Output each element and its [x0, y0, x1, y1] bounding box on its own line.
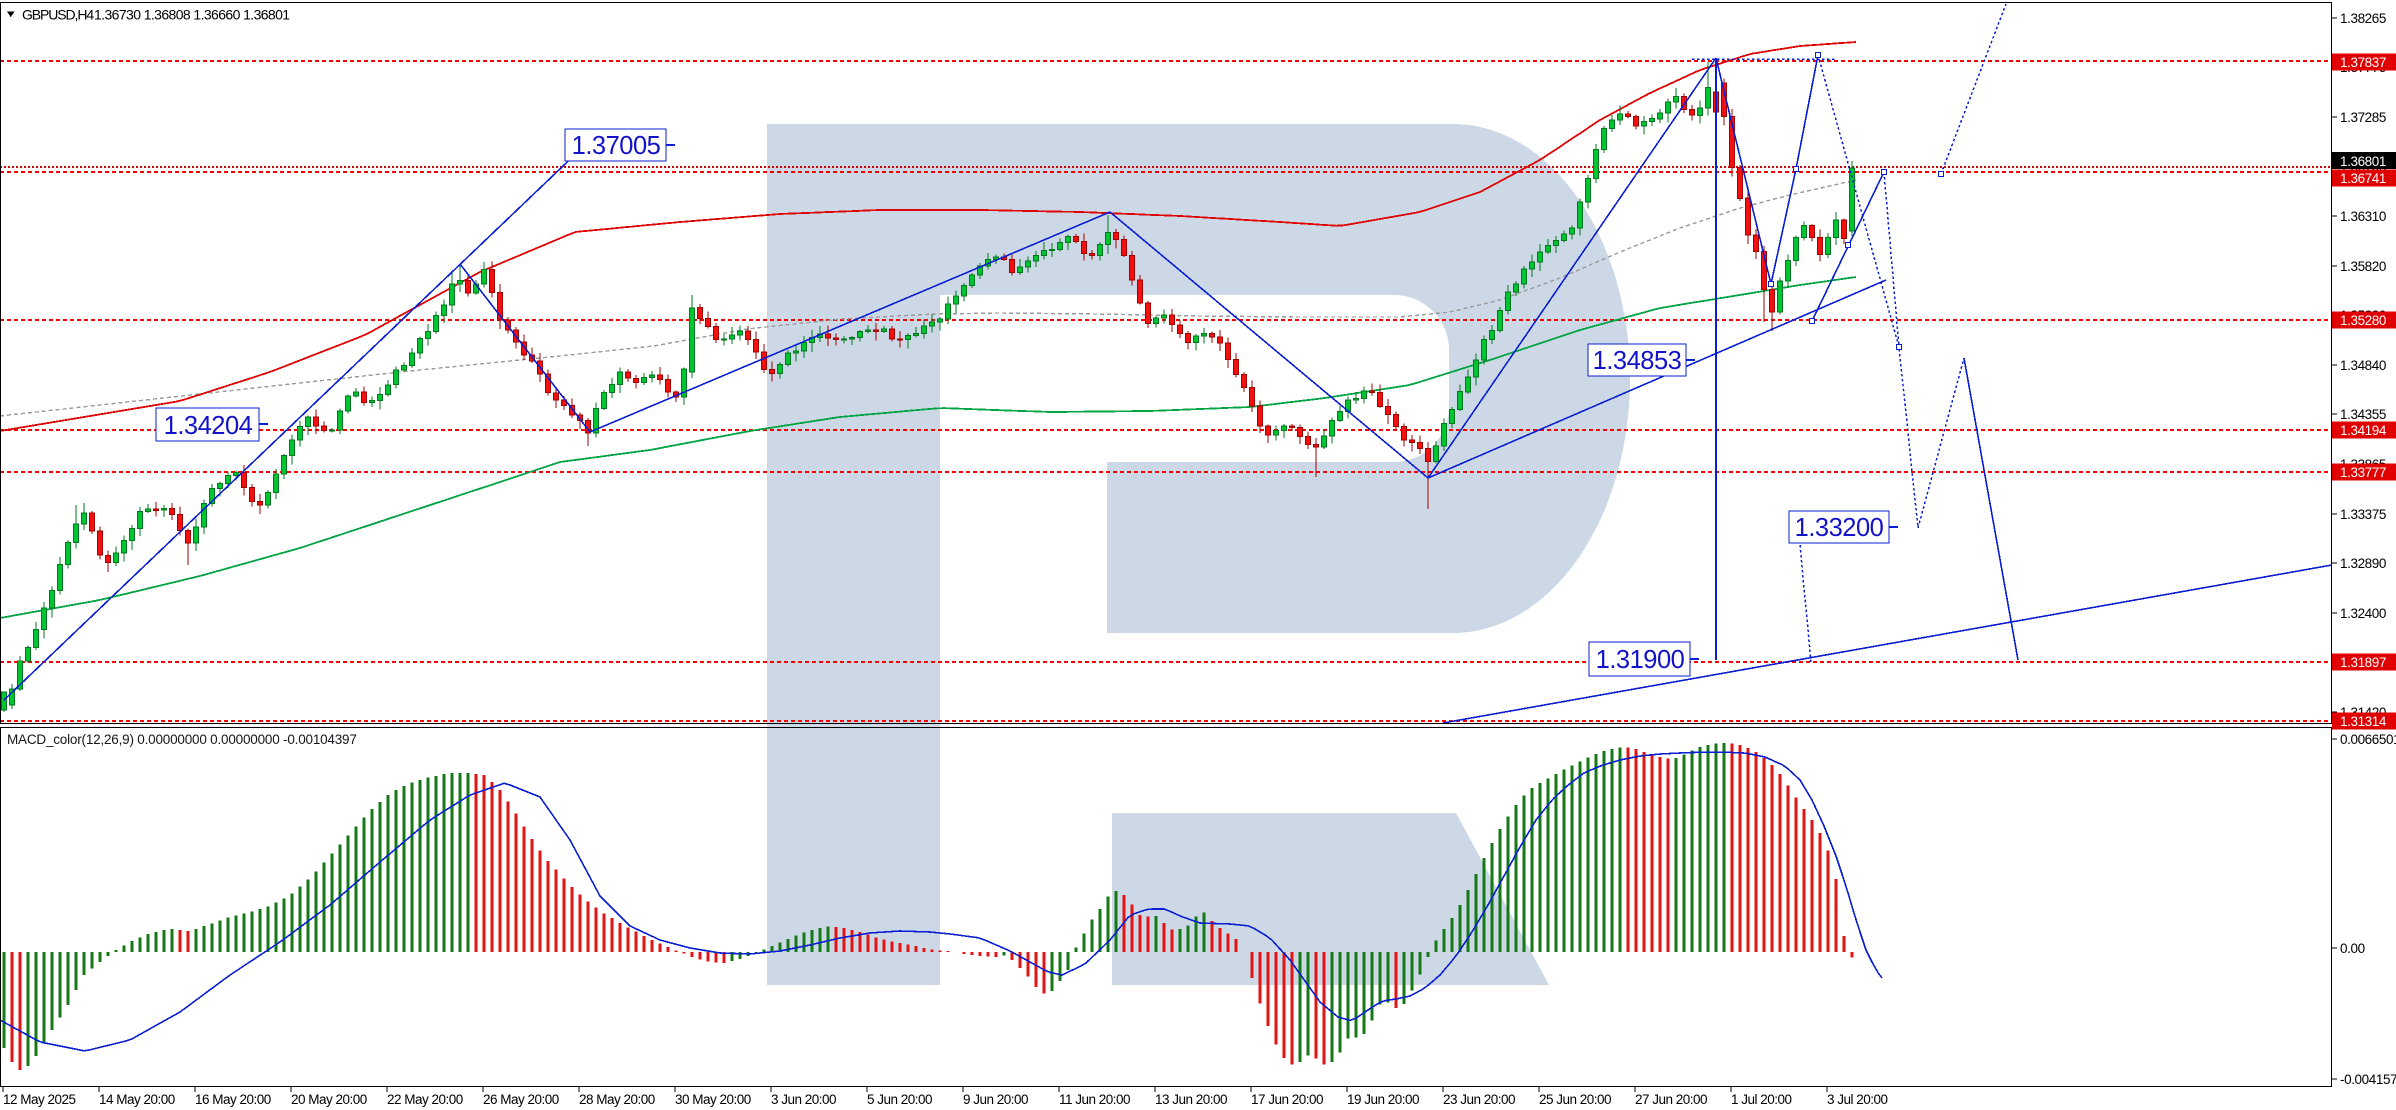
svg-text:5 Jun 20:00: 5 Jun 20:00	[867, 1092, 932, 1107]
svg-text:1.33777: 1.33777	[2340, 465, 2386, 480]
svg-text:20 May 20:00: 20 May 20:00	[291, 1092, 367, 1107]
svg-text:1.34355: 1.34355	[2340, 407, 2386, 422]
svg-text:1.34204: 1.34204	[164, 412, 253, 440]
svg-text:1.34194: 1.34194	[2340, 423, 2387, 438]
svg-text:1.33375: 1.33375	[2340, 507, 2386, 522]
svg-text:23 Jun 20:00: 23 Jun 20:00	[1443, 1092, 1515, 1107]
svg-text:1.34840: 1.34840	[2340, 358, 2386, 373]
svg-text:3 Jul 20:00: 3 Jul 20:00	[1827, 1092, 1888, 1107]
svg-text:30 May 20:00: 30 May 20:00	[675, 1092, 751, 1107]
svg-text:22 May 20:00: 22 May 20:00	[387, 1092, 463, 1107]
svg-text:1.38265: 1.38265	[2340, 11, 2386, 26]
svg-text:14 May 20:00: 14 May 20:00	[99, 1092, 175, 1107]
svg-text:1.37837: 1.37837	[2340, 55, 2386, 70]
svg-text:1.31900: 1.31900	[1596, 646, 1685, 674]
svg-text:9 Jun 20:00: 9 Jun 20:00	[963, 1092, 1028, 1107]
svg-text:3 Jun 20:00: 3 Jun 20:00	[771, 1092, 836, 1107]
svg-text:-0.0041577: -0.0041577	[2340, 1072, 2396, 1087]
svg-text:GBPUSD,H4: GBPUSD,H4	[22, 7, 94, 23]
svg-text:28 May 20:00: 28 May 20:00	[579, 1092, 655, 1107]
svg-text:1.31897: 1.31897	[2340, 655, 2386, 670]
svg-text:1.31314: 1.31314	[2340, 714, 2387, 729]
svg-text:1.37285: 1.37285	[2340, 110, 2386, 125]
svg-text:1 Jul 20:00: 1 Jul 20:00	[1731, 1092, 1792, 1107]
svg-text:1.37005: 1.37005	[572, 132, 661, 160]
svg-text:1.33200: 1.33200	[1795, 514, 1884, 542]
svg-text:25 Jun 20:00: 25 Jun 20:00	[1539, 1092, 1611, 1107]
svg-text:19 Jun 20:00: 19 Jun 20:00	[1347, 1092, 1419, 1107]
svg-text:0.0066501: 0.0066501	[2340, 732, 2396, 747]
svg-text:26 May 20:00: 26 May 20:00	[483, 1092, 559, 1107]
svg-text:1.34853: 1.34853	[1593, 347, 1682, 375]
svg-text:12 May 2025: 12 May 2025	[3, 1092, 76, 1107]
svg-text:0.00: 0.00	[2340, 941, 2365, 956]
svg-text:16 May 20:00: 16 May 20:00	[195, 1092, 271, 1107]
svg-text:1.36741: 1.36741	[2340, 171, 2386, 186]
svg-text:1.36310: 1.36310	[2340, 209, 2386, 224]
svg-text:17 Jun 20:00: 17 Jun 20:00	[1251, 1092, 1323, 1107]
svg-text:1.36730 1.36808 1.36660 1.3680: 1.36730 1.36808 1.36660 1.36801	[94, 7, 290, 23]
svg-text:1.35280: 1.35280	[2340, 313, 2386, 328]
svg-text:11 Jun 20:00: 11 Jun 20:00	[1059, 1092, 1130, 1107]
svg-text:1.32400: 1.32400	[2340, 606, 2386, 621]
svg-text:27 Jun 20:00: 27 Jun 20:00	[1635, 1092, 1707, 1107]
svg-text:1.35820: 1.35820	[2340, 259, 2386, 274]
svg-text:13 Jun 20:00: 13 Jun 20:00	[1155, 1092, 1227, 1107]
svg-text:1.32890: 1.32890	[2340, 556, 2386, 571]
svg-text:MACD_color(12,26,9) 0.00000000: MACD_color(12,26,9) 0.00000000 0.0000000…	[7, 732, 357, 747]
svg-text:1.36801: 1.36801	[2340, 154, 2386, 169]
